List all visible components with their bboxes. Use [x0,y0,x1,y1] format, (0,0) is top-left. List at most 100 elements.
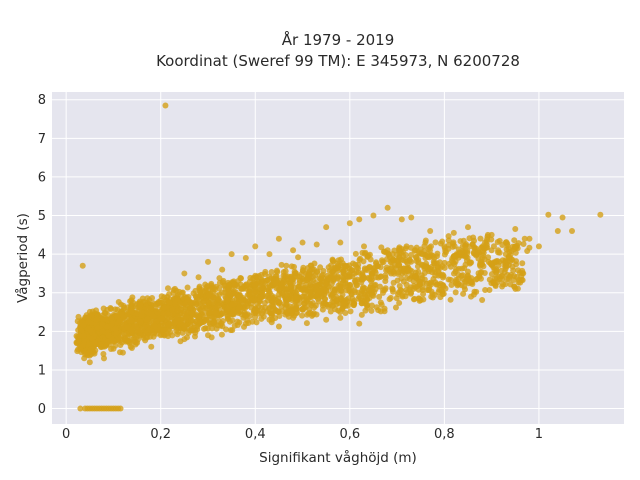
scatter-point [352,261,359,268]
scatter-point [188,317,195,324]
scatter-point [407,290,414,297]
scatter-point [148,343,155,350]
scatter-point [469,241,476,248]
scatter-point [468,278,475,285]
scatter-point [124,324,131,331]
scatter-point [352,277,359,284]
scatter-point [225,281,232,288]
scatter-point [422,255,429,261]
scatter-point [373,274,380,281]
scatter-point [441,243,448,250]
scatter-point [458,272,465,279]
scatter-point [88,335,95,342]
scatter-point [229,317,236,324]
scatter-point [426,268,433,275]
scatter-point [470,249,477,256]
scatter-point [205,292,212,299]
scatter-point [164,285,171,292]
scatter-point [312,279,319,286]
scatter-point [323,287,330,294]
scatter-point [482,287,489,294]
scatter-point [303,270,310,277]
scatter-point [415,278,422,285]
scatter-point [145,326,152,333]
scatter-point [322,280,329,287]
y-tick-label: 1 [38,363,46,378]
scatter-point [452,289,459,296]
scatter-point [244,311,251,318]
scatter-point [139,295,146,302]
scatter-point [242,305,248,312]
scatter-point [165,315,172,322]
scatter-point [367,256,374,263]
scatter-point [157,332,164,339]
scatter-point [258,279,265,286]
scatter-point [275,323,282,330]
scatter-point [177,300,184,307]
zero-point [77,405,84,412]
x-tick-label: 0,4 [245,427,266,442]
scatter-point [110,345,117,352]
scatter-point [224,297,231,304]
scatter-point [157,323,164,330]
scatter-point [462,253,469,260]
scatter-point [171,285,178,292]
scatter-point [399,292,406,299]
scatter-point [479,255,486,261]
scatter-point [389,250,396,257]
scatter-point [365,274,372,281]
scatter-point [299,312,306,319]
scatter-point [341,262,348,269]
scatter-point [382,278,389,285]
scatter-point [353,269,360,276]
scatter-point [490,280,497,287]
scatter-point [350,301,357,308]
scatter-point [363,302,370,309]
scatter-point [466,260,473,267]
scatter-point [218,331,225,338]
scatter-point [120,314,127,321]
scatter-point [184,309,191,316]
x-tick-label: 0,2 [150,427,171,442]
scatter-point [181,336,188,343]
scatter-point [158,315,165,322]
scatter-point [473,288,480,295]
scatter-point [509,263,516,270]
scatter-point [300,278,307,285]
scatter-point [104,323,111,330]
scatter-point [420,296,427,303]
y-axis-title: Vågperiod (s) [14,213,31,303]
scatter-point [367,264,374,271]
y-tick-label: 3 [38,286,46,301]
scatter-point [178,306,184,313]
scatter-point [100,305,107,312]
scatter-point [346,262,353,269]
x-tick-label: 1 [535,427,543,442]
scatter-point [569,227,575,234]
scatter-point [332,287,338,294]
scatter-point [169,307,176,314]
scatter-point [234,322,241,329]
scatter-point [361,243,367,250]
scatter-point [447,276,454,283]
scatter-point [319,306,326,313]
scatter-point [518,273,525,280]
scatter-point [86,308,93,315]
scatter-point [193,318,200,325]
scatter-point [427,227,434,234]
scatter-point [232,289,239,296]
scatter-point [377,264,384,271]
scatter-point [324,272,331,279]
scatter-point [411,247,418,254]
scatter-point [298,270,305,277]
scatter-point [304,311,311,318]
scatter-point [520,241,527,248]
scatter-point [266,316,273,323]
scatter-point [273,285,280,292]
scatter-point [227,327,234,334]
scatter-point [477,260,484,267]
scatter-point [79,262,86,269]
scatter-point [194,326,201,333]
scatter-point [137,318,144,325]
